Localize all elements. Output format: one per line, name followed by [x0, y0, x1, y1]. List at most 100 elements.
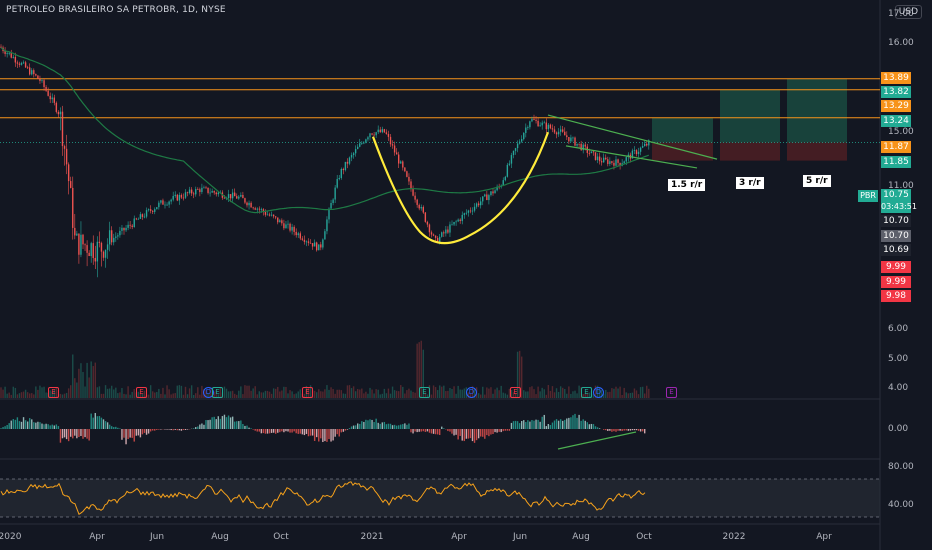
macd-bar [111, 426, 113, 429]
volume-bar [426, 394, 429, 398]
candle-body [65, 148, 68, 165]
candle-body [580, 143, 582, 151]
earnings-marker[interactable]: E [212, 387, 223, 398]
macd-bar [475, 429, 478, 441]
volume-bar [389, 393, 392, 398]
candle-body [564, 131, 566, 136]
macd-bar [229, 417, 232, 429]
macd-bar [299, 429, 301, 434]
candle-body [510, 155, 513, 164]
earnings-marker[interactable]: E [510, 387, 521, 398]
volume-bar [37, 389, 39, 398]
price-tick: 17.00 [888, 9, 914, 19]
candle-body [131, 225, 133, 228]
volume-bar [400, 385, 402, 398]
earnings-marker[interactable]: E [419, 387, 430, 398]
candle-body [242, 195, 244, 199]
volume-bar [16, 394, 19, 398]
handle-upper-trendline [547, 114, 718, 160]
volume-bar [387, 388, 390, 398]
volume-bar [514, 392, 517, 398]
candle-body [613, 162, 615, 166]
macd-bar [361, 421, 363, 429]
candle-body [10, 52, 12, 58]
macd-bar [443, 428, 445, 429]
macd-bar [320, 429, 322, 439]
volume-bar [61, 394, 64, 398]
earnings-marker[interactable]: E [581, 387, 592, 398]
candle-body [201, 187, 203, 193]
volume-bar [506, 394, 509, 398]
volume-bar [236, 394, 238, 398]
earnings-marker[interactable]: E [48, 387, 59, 398]
earnings-marker[interactable]: E [136, 387, 147, 398]
volume-bar [631, 392, 634, 398]
candle-body [172, 195, 174, 200]
volume-bar [354, 391, 357, 398]
volume-bar [463, 388, 465, 398]
candle-body [412, 188, 414, 196]
candle-body [184, 192, 187, 198]
time-tick: Oct [636, 532, 652, 542]
dividend-marker[interactable]: D [466, 387, 477, 398]
macd-bar [514, 420, 517, 429]
macd-bar [234, 421, 236, 429]
macd-bar [221, 416, 224, 429]
macd-bar [633, 429, 636, 431]
candle-body [254, 208, 256, 210]
candle-body [406, 171, 408, 177]
candle-body [295, 231, 297, 236]
volume-bar [422, 349, 424, 398]
volume-bar [121, 388, 123, 398]
volume-bar [529, 387, 531, 398]
macd-bar [201, 423, 203, 429]
volume-bar [641, 386, 644, 398]
macd-bar [55, 424, 58, 429]
macd-bar [246, 425, 248, 429]
candle-body [256, 208, 258, 210]
macd-bar [482, 429, 484, 437]
volume-bar [482, 386, 484, 398]
macd-bar [572, 415, 574, 429]
macd-bar [410, 429, 412, 433]
volume-bar [119, 392, 121, 398]
candle-body [334, 187, 336, 200]
volume-bar [266, 390, 269, 398]
candle-body [443, 232, 445, 234]
volume-bar [309, 385, 312, 398]
macd-bar [41, 423, 43, 429]
dividend-marker[interactable]: D [593, 387, 604, 398]
macd-bar [53, 425, 55, 429]
macd-bar [365, 419, 367, 429]
macd-bar [510, 422, 513, 429]
candle-body [359, 143, 361, 147]
candle-body [277, 217, 279, 223]
volume-bar [555, 388, 558, 398]
candle-body [209, 192, 211, 194]
macd-bar [4, 426, 6, 429]
candle-body [373, 134, 375, 136]
dividend-marker[interactable]: D [203, 387, 214, 398]
volume-bar [78, 368, 80, 398]
price-tag-stop: 9.99 [881, 261, 911, 273]
earnings-marker-upcoming[interactable]: E [666, 387, 677, 398]
candle-body [461, 214, 463, 221]
macd-bar [195, 427, 197, 429]
candle-body [582, 144, 584, 151]
currency-button[interactable]: USD [894, 5, 922, 19]
candle-body [594, 152, 597, 160]
volume-bar [193, 394, 195, 398]
macd-bar [527, 420, 529, 429]
macd-bar [391, 425, 394, 429]
macd-bar [559, 419, 562, 429]
earnings-marker[interactable]: E [302, 387, 313, 398]
volume-bar [336, 389, 338, 398]
candle-body [229, 194, 232, 199]
volume-bar [537, 386, 539, 398]
candle-body [149, 209, 152, 211]
volume-bar [541, 387, 543, 398]
price-tag-level: 13.29 [881, 100, 911, 112]
candle-body [400, 161, 402, 164]
volume-bar [139, 393, 142, 398]
